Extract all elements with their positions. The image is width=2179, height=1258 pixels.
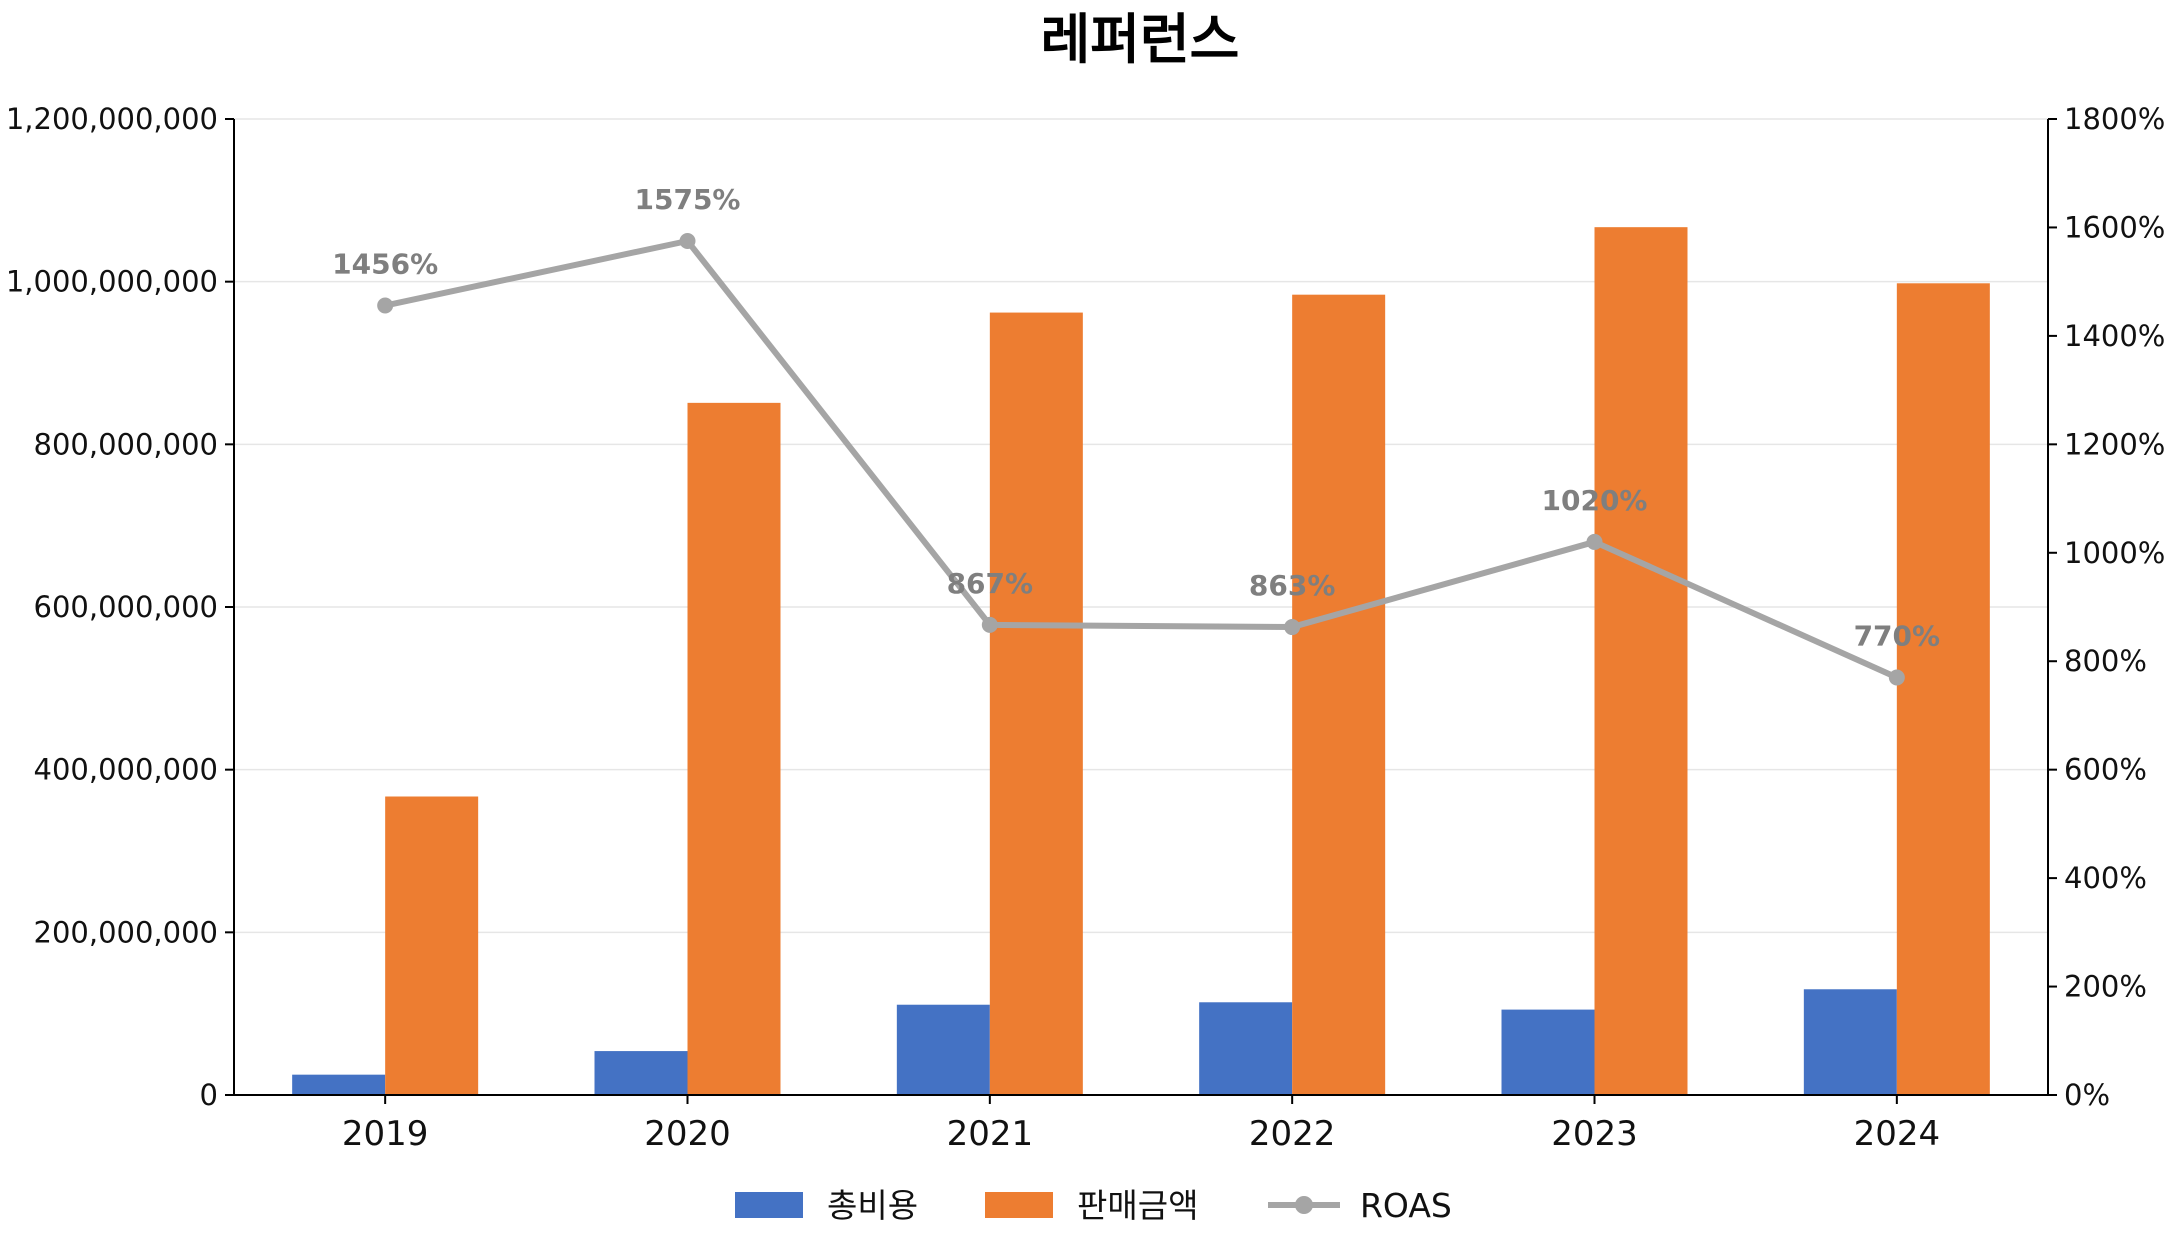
legend-swatch-total-cost [735,1192,803,1218]
y-right-tick-label: 1200% [2064,427,2165,461]
legend: 총비용 판매금액 ROAS [735,1186,1452,1225]
bar-total-cost [292,1074,386,1095]
roas-data-label: 867% [947,567,1034,600]
grid [234,118,2048,934]
roas-data-label: 770% [1854,619,1941,652]
roas-marker [377,297,394,314]
roas-marker [679,233,696,249]
bar-sales-amount [989,312,1083,1095]
bar-sales-amount [687,402,781,1095]
legend-swatch-sales-amount [985,1192,1053,1218]
y-left-tick-label: 400,000,000 [34,753,219,787]
x-tick-label: 2020 [644,1114,731,1154]
roas-data-label: 863% [1249,569,1336,602]
roas-line-path [384,238,1899,681]
roas-marker [1586,533,1603,550]
roas-data-label: 1456% [332,248,438,281]
y-right-tick-label: 1000% [2064,536,2165,570]
y-left-tick-label: 200,000,000 [34,915,219,949]
bar-total-cost [1501,1009,1595,1095]
legend-label: 총비용 [827,1186,918,1225]
legend-label: ROAS [1360,1186,1452,1225]
y-right-tick-label: 1600% [2064,210,2165,244]
bar-sales-amount [385,796,479,1095]
y-left-tick-label: 1,000,000,000 [6,265,218,299]
x-tick-label: 2024 [1854,1114,1941,1154]
bar-sales-amount [1292,294,1386,1095]
y-right-tick-label: 400% [2064,861,2147,895]
y-left-tick-label: 600,000,000 [34,590,219,624]
bars [292,227,1990,1095]
bar-total-cost [1199,1002,1293,1095]
chart-title: 레퍼런스 [1041,8,1240,71]
y-right-tick-label: 800% [2064,644,2147,678]
legend-swatch-roas-marker [1295,1196,1313,1214]
bar-sales-amount [1594,227,1688,1095]
roas-data-label: 1020% [1542,484,1648,517]
x-tick-label: 2022 [1249,1114,1336,1154]
y-right-tick-label: 1800% [2064,102,2165,136]
x-tick-label: 2023 [1551,1114,1638,1154]
bar-total-cost [1803,989,1897,1095]
y-left-tick-label: 0 [200,1078,218,1112]
y-right-tick-label: 200% [2064,970,2147,1004]
y-left-tick-label: 1,200,000,000 [6,102,218,136]
roas-line: 1456% 1575% 867% 863% 1020% 770% [332,183,1941,686]
bar-total-cost [896,1004,990,1095]
roas-marker [981,616,998,633]
roas-marker [1888,669,1905,686]
y-right-tick-label: 1400% [2064,319,2165,353]
x-tick-label: 2019 [342,1114,429,1154]
y-left-tick-label: 800,000,000 [34,427,219,461]
bar-sales-amount [1896,283,1990,1095]
bar-total-cost [594,1051,688,1095]
axes: 0 200,000,000 400,000,000 600,000,000 800,00… [6,102,2166,1154]
y-right-tick-label: 600% [2064,753,2147,787]
roas-data-label: 1575% [635,183,741,216]
roas-marker [1284,619,1301,636]
legend-label: 판매금액 [1077,1186,1198,1225]
y-right-tick-label: 0% [2064,1078,2110,1112]
x-tick-label: 2021 [947,1114,1034,1154]
